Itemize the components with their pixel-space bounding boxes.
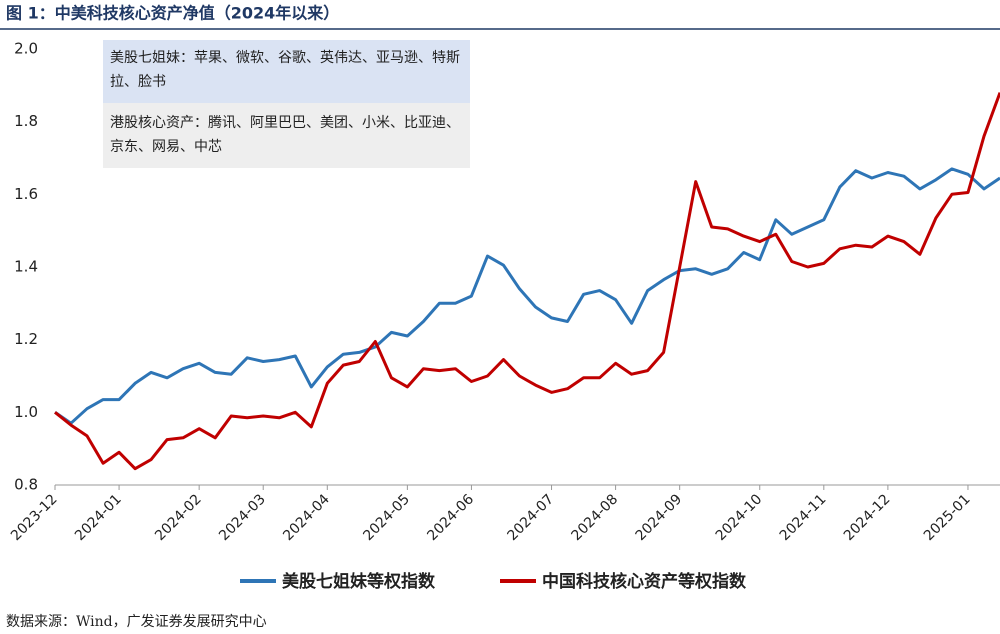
legend-label: 中国科技核心资产等权指数 <box>542 571 747 592</box>
annotation: 港股核心资产：腾讯、阿里巴巴、美团、小米、比亚迪、京东、网易、中芯 <box>110 115 460 155</box>
x-tick-label: 2024-06 <box>424 491 477 544</box>
x-tick-label: 2024-04 <box>280 491 333 544</box>
annotation-holder: 美股七姐妹：苹果、微软、谷歌、英伟达、亚马逊、特斯拉、脸书 <box>110 50 460 90</box>
annotation-holder: 港股核心资产：腾讯、阿里巴巴、美团、小米、比亚迪、京东、网易、中芯 <box>110 115 460 155</box>
series-line <box>54 92 1000 471</box>
x-tick-label: 2024-08 <box>569 491 622 544</box>
x-tick-label: 2024-07 <box>505 491 558 544</box>
y-tick-label: 0.8 <box>14 476 38 494</box>
x-tick-label: 2024-03 <box>216 491 269 544</box>
x-tick-label: 2024-12 <box>841 491 894 544</box>
x-tick-label: 2023-12 <box>8 491 61 544</box>
legend-label: 美股七姐妹等权指数 <box>282 571 436 592</box>
annotation-box <box>103 103 470 168</box>
x-tick-label: 2024-02 <box>152 491 205 544</box>
y-tick-label: 2.0 <box>14 40 38 58</box>
x-tick-label: 2024-01 <box>72 491 125 544</box>
y-tick-label: 1.2 <box>14 330 38 348</box>
y-tick-label: 1.0 <box>14 403 38 421</box>
annotation: 美股七姐妹：苹果、微软、谷歌、英伟达、亚马逊、特斯拉、脸书 <box>110 50 460 90</box>
x-tick-label: 2024-09 <box>633 491 686 544</box>
y-tick-label: 1.8 <box>14 112 38 130</box>
x-tick-label: 2024-11 <box>777 491 830 544</box>
y-tick-label: 1.4 <box>14 258 38 276</box>
chart-title: 图 1：中美科技核心资产净值（2024年以来） <box>6 4 339 23</box>
x-tick-label: 2024-10 <box>713 491 766 544</box>
source: 数据来源：Wind，广发证券发展研究中心 <box>6 614 267 630</box>
series-line <box>54 167 1000 425</box>
x-tick-label: 2024-05 <box>360 491 413 544</box>
x-tick-label: 2025-01 <box>921 491 974 544</box>
y-tick-label: 1.6 <box>14 185 38 203</box>
annotation-box <box>103 40 470 103</box>
